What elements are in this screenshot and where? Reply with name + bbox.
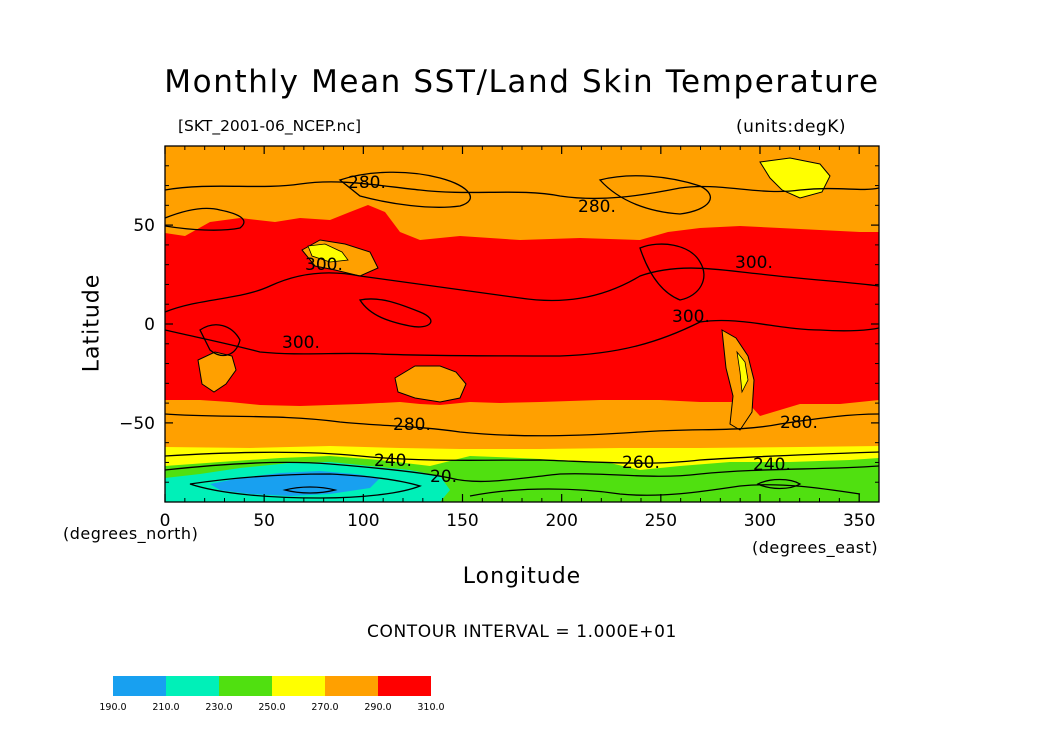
contour-indonesia [358,298,432,328]
x-tick-label: 350 [843,511,875,531]
plot-title: Monthly Mean SST/Land Skin Temperature [164,64,880,100]
south-africa-patch [197,351,237,393]
colorbar-tick-label: 230.0 [205,702,232,713]
contour-ellipse [756,478,802,490]
y-tick-label: 50 [133,216,155,236]
x-units-label: (degrees_east) [752,538,879,557]
colorbar-segment [166,676,219,696]
contour-south-inner [469,484,861,497]
contour-260 [165,451,879,464]
contour-label: 240. [374,451,412,471]
greenland-patch [759,157,831,199]
x-tick-label: 50 [253,511,275,531]
y-units-label: (degrees_north) [63,524,199,543]
contour-220 [189,473,422,499]
colorbar-tick-label: 250.0 [258,702,285,713]
colorbar-tick-label: 190.0 [99,702,126,713]
contour-label: 300. [282,333,320,353]
x-tick-label: 150 [446,511,478,531]
contour-label: 300. [672,307,710,327]
colorbar-segment [219,676,272,696]
contour-label: 240. [753,455,791,475]
colorbar-segment [272,676,325,696]
colorbar-tick-label: 310.0 [417,702,444,713]
contour-label: 280. [578,197,616,217]
colorbar: 190.0 210.0 230.0 250.0 270.0 290.0 310.0 [99,676,445,713]
contour-280-north [165,181,879,200]
contour-label: 300. [735,253,773,273]
x-tick-label: 250 [645,511,677,531]
y-tick-label: 0 [144,315,155,335]
contour-label: 280. [780,413,818,433]
colorbar-segment [378,676,431,696]
x-tick-label: 300 [744,511,776,531]
contour-siberia [338,171,472,208]
contour-label: 280. [393,415,431,435]
colorbar-tick-label: 210.0 [152,702,179,713]
tibet-peak [307,243,349,263]
contour-interval: CONTOUR INTERVAL = 1.000E+01 [367,622,677,642]
contour-label: 280. [348,173,386,193]
x-tick-label: 100 [347,511,379,531]
andes-patch [721,329,755,431]
x-axis-label: Longitude [462,564,582,589]
andes-peak [736,350,749,394]
contour-europe [165,207,245,231]
contour-300-south [165,319,879,357]
contour-lines [165,171,879,499]
x-tick-label: 0 [160,511,171,531]
colorbar-tick-label: 270.0 [311,702,338,713]
contour-label-layer: 280. 280. 300. 300. 300. 300. 280. 280. 240. 20. 2… [282,173,818,487]
contour-label: 260. [622,453,660,473]
contour-300-north [165,267,879,313]
y-tick-label: −50 [119,414,155,434]
contour-280-south [165,413,879,437]
units-label: (units:degK) [736,117,846,137]
colorbar-tick-label: 290.0 [364,702,391,713]
file-label: [SKT_2001-06_NCEP.nc] [178,117,362,135]
x-tick-label: 200 [545,511,577,531]
colorbar-segment [113,676,166,696]
contour-200 [282,486,338,494]
contour-canada [598,175,712,215]
contour-label: 20. [430,467,457,487]
contour-n-america [639,243,705,301]
axis-ticks: 0 50 100 150 200 250 300 350 50 0 −50 [119,146,879,531]
colorbar-segment [325,676,378,696]
contour-240 [165,461,879,483]
australia-patch [394,365,467,403]
temperature-field [165,146,879,502]
contour-label: 300. [305,255,343,275]
contour-africa [199,324,241,357]
